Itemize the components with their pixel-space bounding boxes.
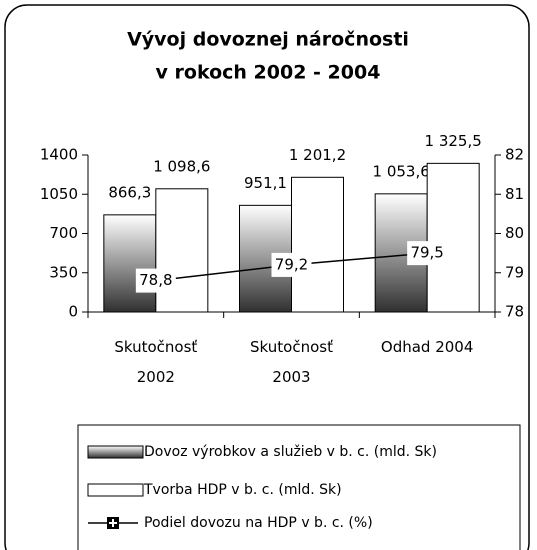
data-label: 1 098,6 [153, 157, 210, 175]
chart-title: Vývoj dovoznej náročnosti [127, 29, 409, 51]
y-tick-label: 700 [49, 224, 78, 242]
legend-label: Podiel dovozu na HDP v b. c. (%) [144, 515, 373, 531]
bar [426, 162, 480, 313]
data-label-bg [271, 252, 312, 277]
data-label: 866,3 [108, 183, 151, 201]
legend-swatch [87, 483, 144, 497]
legend-label: Tvorba HDP v b. c. (mld. Sk) [143, 482, 342, 498]
y-tick-label: 350 [49, 263, 78, 281]
legend-label: Dovoz výrobkov a služieb v b. c. (mld. S… [144, 444, 437, 460]
y2-tick-label: 78 [505, 303, 524, 321]
data-label: 1 053,6 [373, 162, 430, 180]
bar [291, 176, 344, 313]
data-label: 951,1 [244, 174, 287, 192]
x-tick-label: Skutočnosť 2003 [250, 338, 333, 386]
legend-box [77, 424, 521, 550]
data-label: 1 325,5 [425, 132, 482, 150]
data-label: 79,2 [275, 255, 308, 273]
data-label: 1 201,2 [289, 146, 346, 164]
y-tick-label: 0 [68, 303, 78, 321]
x-tick-label: Skutočnosť 2002 [114, 338, 198, 386]
y-tick-label: 1050 [40, 185, 78, 203]
bar [155, 188, 209, 313]
y2-tick-label: 80 [505, 224, 524, 242]
bar [103, 214, 157, 313]
y2-tick-label: 81 [505, 185, 524, 203]
y2-tick-label: 79 [505, 263, 524, 281]
y-tick-label: 1400 [40, 146, 78, 164]
data-label-bg [407, 241, 448, 266]
data-label: 79,5 [410, 244, 443, 262]
legend-swatch [87, 445, 144, 459]
data-label-bg [135, 268, 176, 293]
legend-marker-plus [109, 519, 117, 527]
chart-subtitle: v rokoch 2002 - 2004 [156, 62, 381, 84]
y2-tick-label: 82 [505, 146, 524, 164]
data-label: 78,8 [139, 271, 172, 289]
x-tick-label: Odhad 2004 [380, 338, 474, 356]
